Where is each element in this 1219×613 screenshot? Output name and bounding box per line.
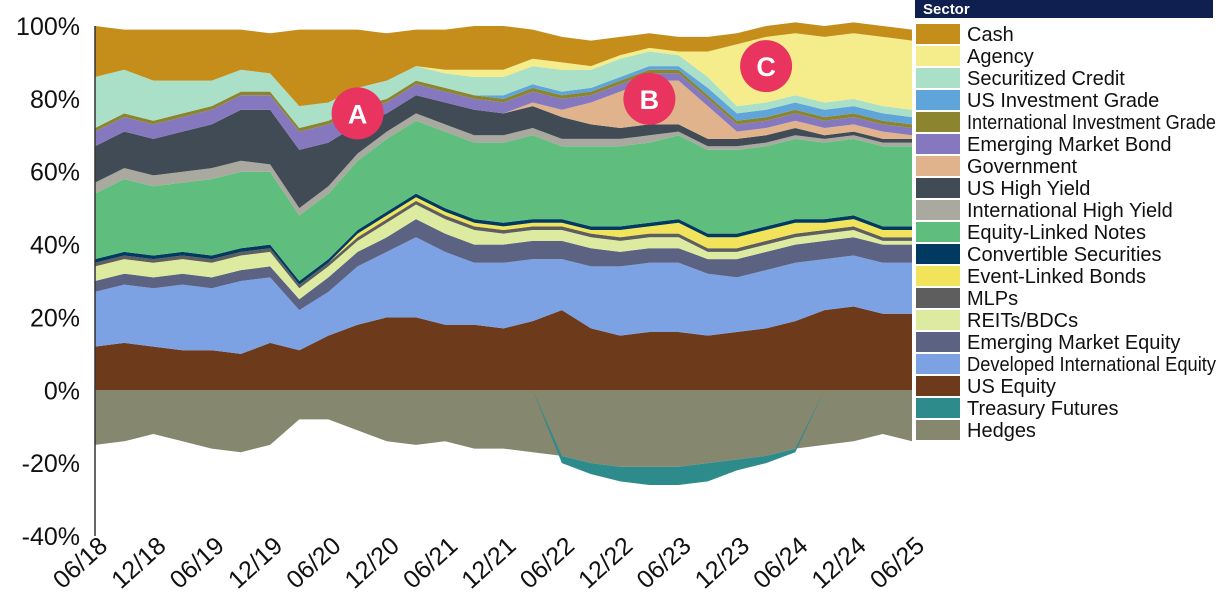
area-event-linked-bonds [95, 197, 912, 285]
legend-swatch-developed-international-equity [916, 354, 960, 374]
annotation-label-b: B [640, 85, 660, 115]
legend-swatch-international-investment-grade [916, 112, 960, 132]
x-tick-label: 06/23 [631, 532, 696, 595]
area-international-high-yield [95, 113, 912, 216]
y-tick-labels: -40% -20% 0% 20% 40% 60% 80% 100% [16, 13, 80, 551]
area-developed-international-equity [95, 237, 912, 354]
legend-label-government: Government [967, 156, 1077, 178]
legend-label-treasury-futures: Treasury Futures [967, 398, 1119, 420]
y-tick-label: 60% [30, 159, 80, 187]
y-tick-label: 0% [44, 377, 80, 405]
legend-label-us-investment-grade: US Investment Grade [967, 90, 1159, 112]
x-tick-label: 12/24 [806, 532, 871, 595]
area-securitized-credit [95, 51, 912, 128]
legend-label-agency: Agency [967, 46, 1034, 68]
legend-label-equity-linked-notes: Equity-Linked Notes [967, 222, 1146, 244]
x-tick-label: 12/23 [690, 532, 755, 595]
legend-label-international-investment-grade: International Investment Grade [967, 112, 1216, 134]
area-equity-linked-notes [95, 120, 912, 281]
x-tick-label: 06/24 [748, 532, 813, 595]
legend-label-hedges: Hedges [967, 420, 1036, 442]
annotation-label-c: C [756, 52, 776, 82]
legend-swatch-us-high-yield [916, 178, 960, 198]
legend-label-event-linked-bonds: Event-Linked Bonds [967, 266, 1146, 288]
legend-swatch-emerging-market-bond [916, 134, 960, 154]
legend-swatch-equity-linked-notes [916, 222, 960, 242]
legend-swatch-mlps [916, 288, 960, 308]
legend-swatch-event-linked-bonds [916, 266, 960, 286]
legend-swatch-hedges [916, 420, 960, 440]
legend-label-developed-international-equity: Developed International Equity [967, 354, 1216, 376]
annotation-label-a: A [348, 99, 368, 129]
legend-swatch-us-investment-grade [916, 90, 960, 110]
annotation-marker-b [623, 72, 676, 125]
x-tick-labels: 06/1812/1806/1912/1906/2012/2006/2112/21… [48, 532, 930, 595]
legend-swatch-emerging-market-equity [916, 332, 960, 352]
legend-swatch-international-high-yield [916, 200, 960, 220]
area-emerging-market-bond [95, 73, 912, 150]
y-tick-label: 20% [30, 304, 80, 332]
legend-swatch-reits-bdcs [916, 310, 960, 330]
y-tick-label: 80% [30, 86, 80, 114]
legend-label-international-high-yield: International High Yield [967, 200, 1173, 222]
y-tick-label: -20% [22, 450, 80, 478]
legend-label-us-high-yield: US High Yield [967, 178, 1090, 200]
x-tick-label: 12/21 [456, 532, 521, 595]
x-tick-label: 12/19 [223, 532, 288, 595]
area-us-equity [95, 306, 912, 391]
annotation-marker-c [740, 40, 793, 93]
x-tick-label: 12/18 [106, 532, 171, 595]
legend-swatch-treasury-futures [916, 398, 960, 418]
legend-label-emerging-market-equity: Emerging Market Equity [967, 332, 1180, 354]
legend-label-mlps: MLPs [967, 288, 1018, 310]
y-tick-label: 100% [16, 13, 80, 41]
legend-label-cash: Cash [967, 24, 1014, 46]
y-tick-label: 40% [30, 232, 80, 260]
x-tick-label: 06/25 [865, 532, 930, 595]
legend-swatch-agency [916, 46, 960, 66]
area-hedges [95, 390, 912, 467]
area-agency [95, 33, 912, 110]
legend-swatch-us-equity [916, 376, 960, 396]
x-tick-label: 06/19 [164, 532, 229, 595]
x-tick-label: 12/20 [340, 532, 405, 595]
x-tick-label: 06/21 [398, 532, 463, 595]
area-reits-bdcs [95, 204, 912, 300]
x-tick-label: 06/22 [515, 532, 580, 595]
stacked-areas [95, 22, 912, 485]
legend-label-us-equity: US Equity [967, 376, 1056, 398]
area-us-high-yield [95, 95, 912, 209]
annotation-marker-a [331, 87, 384, 140]
legend-title-bar [915, 0, 1213, 18]
legend-label-convertible-securities: Convertible Securities [967, 244, 1162, 266]
area-emerging-market-equity [95, 219, 912, 311]
legend-swatch-convertible-securities [916, 244, 960, 264]
annotation-markers: A B C [331, 40, 793, 140]
legend-swatch-securitized-credit [916, 68, 960, 88]
x-tick-label: 06/20 [281, 532, 346, 595]
y-tick-label: -40% [22, 523, 80, 551]
area-us-investment-grade [95, 66, 912, 128]
legend-title: Sector [923, 1, 970, 18]
legend-label-emerging-market-bond: Emerging Market Bond [967, 134, 1172, 156]
legend-label-securitized-credit: Securitized Credit [967, 68, 1125, 90]
legend-label-reits-bdcs: REITs/BDCs [967, 310, 1078, 332]
area-cash [95, 22, 912, 107]
area-international-investment-grade [95, 69, 912, 132]
legend-swatch-cash [916, 24, 960, 44]
legend-swatch-government [916, 156, 960, 176]
area-government [95, 80, 912, 150]
x-tick-label: 12/22 [573, 532, 638, 595]
